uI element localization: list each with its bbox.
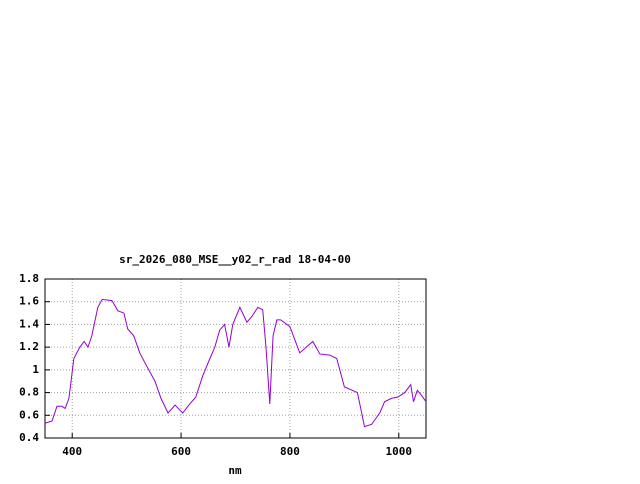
line-series bbox=[44, 298, 427, 428]
y-tick-label: 0.8 bbox=[19, 386, 39, 399]
chart-title: sr_2026_080_MSE__y02_r_rad 18-04-00 bbox=[119, 253, 351, 266]
y-tick-label: 1.6 bbox=[19, 295, 39, 308]
x-tick-label: 400 bbox=[62, 445, 82, 458]
x-tick-label: 600 bbox=[171, 445, 191, 458]
x-axis-label: nm bbox=[228, 464, 242, 477]
y-tick-label: 0.6 bbox=[19, 408, 39, 421]
y-tick-label: 1.2 bbox=[19, 340, 39, 353]
y-tick-label: 1 bbox=[32, 363, 39, 376]
y-tick-label: 0.4 bbox=[19, 431, 39, 444]
plot-frame bbox=[44, 278, 427, 439]
x-tick-label: 1000 bbox=[386, 445, 413, 458]
x-tick-label: 800 bbox=[280, 445, 300, 458]
y-tick-label: 1.4 bbox=[19, 317, 39, 330]
y-tick-label: 1.8 bbox=[19, 272, 39, 285]
